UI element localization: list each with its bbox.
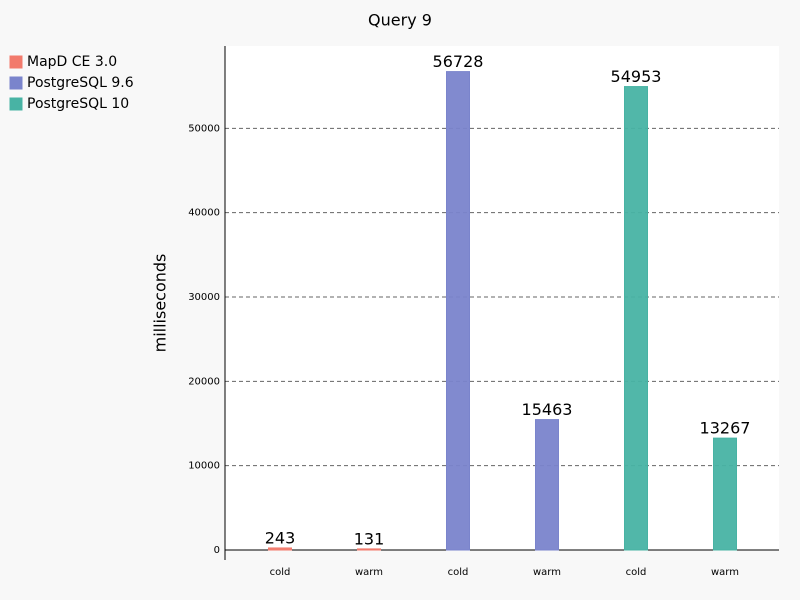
legend-label: PostgreSQL 10 <box>27 96 129 112</box>
bar <box>713 437 737 551</box>
data-label: 56728 <box>433 52 484 71</box>
x-tick-label: cold <box>626 567 647 578</box>
y-axis-label: milliseconds <box>151 254 170 353</box>
data-label: 243 <box>265 528 296 547</box>
x-tick-label: cold <box>448 567 469 578</box>
y-tick-label: 50000 <box>188 123 220 134</box>
y-tick-label: 20000 <box>188 376 220 387</box>
x-tick-label: warm <box>533 567 561 578</box>
legend-swatch <box>9 97 23 111</box>
legend-swatch <box>9 55 23 69</box>
data-label: 13267 <box>700 419 751 438</box>
chart-title: Query 9 <box>368 11 432 30</box>
y-tick-label: 0 <box>214 545 220 556</box>
y-tick-label: 40000 <box>188 208 220 219</box>
x-tick-label: warm <box>711 567 739 578</box>
bar <box>446 71 470 551</box>
legend-swatch <box>9 76 23 90</box>
x-tick-label: warm <box>355 567 383 578</box>
y-tick-label: 10000 <box>188 461 220 472</box>
data-label: 131 <box>354 529 385 548</box>
bar <box>357 548 381 551</box>
x-tick-label: cold <box>270 567 291 578</box>
legend-label: PostgreSQL 9.6 <box>27 75 134 91</box>
data-label: 54953 <box>611 67 662 86</box>
data-label: 15463 <box>522 400 573 419</box>
bar <box>535 419 559 551</box>
y-tick-label: 30000 <box>188 292 220 303</box>
plot-area <box>225 46 779 550</box>
bar <box>268 547 292 551</box>
legend-label: MapD CE 3.0 <box>27 54 117 70</box>
bar <box>624 86 648 551</box>
